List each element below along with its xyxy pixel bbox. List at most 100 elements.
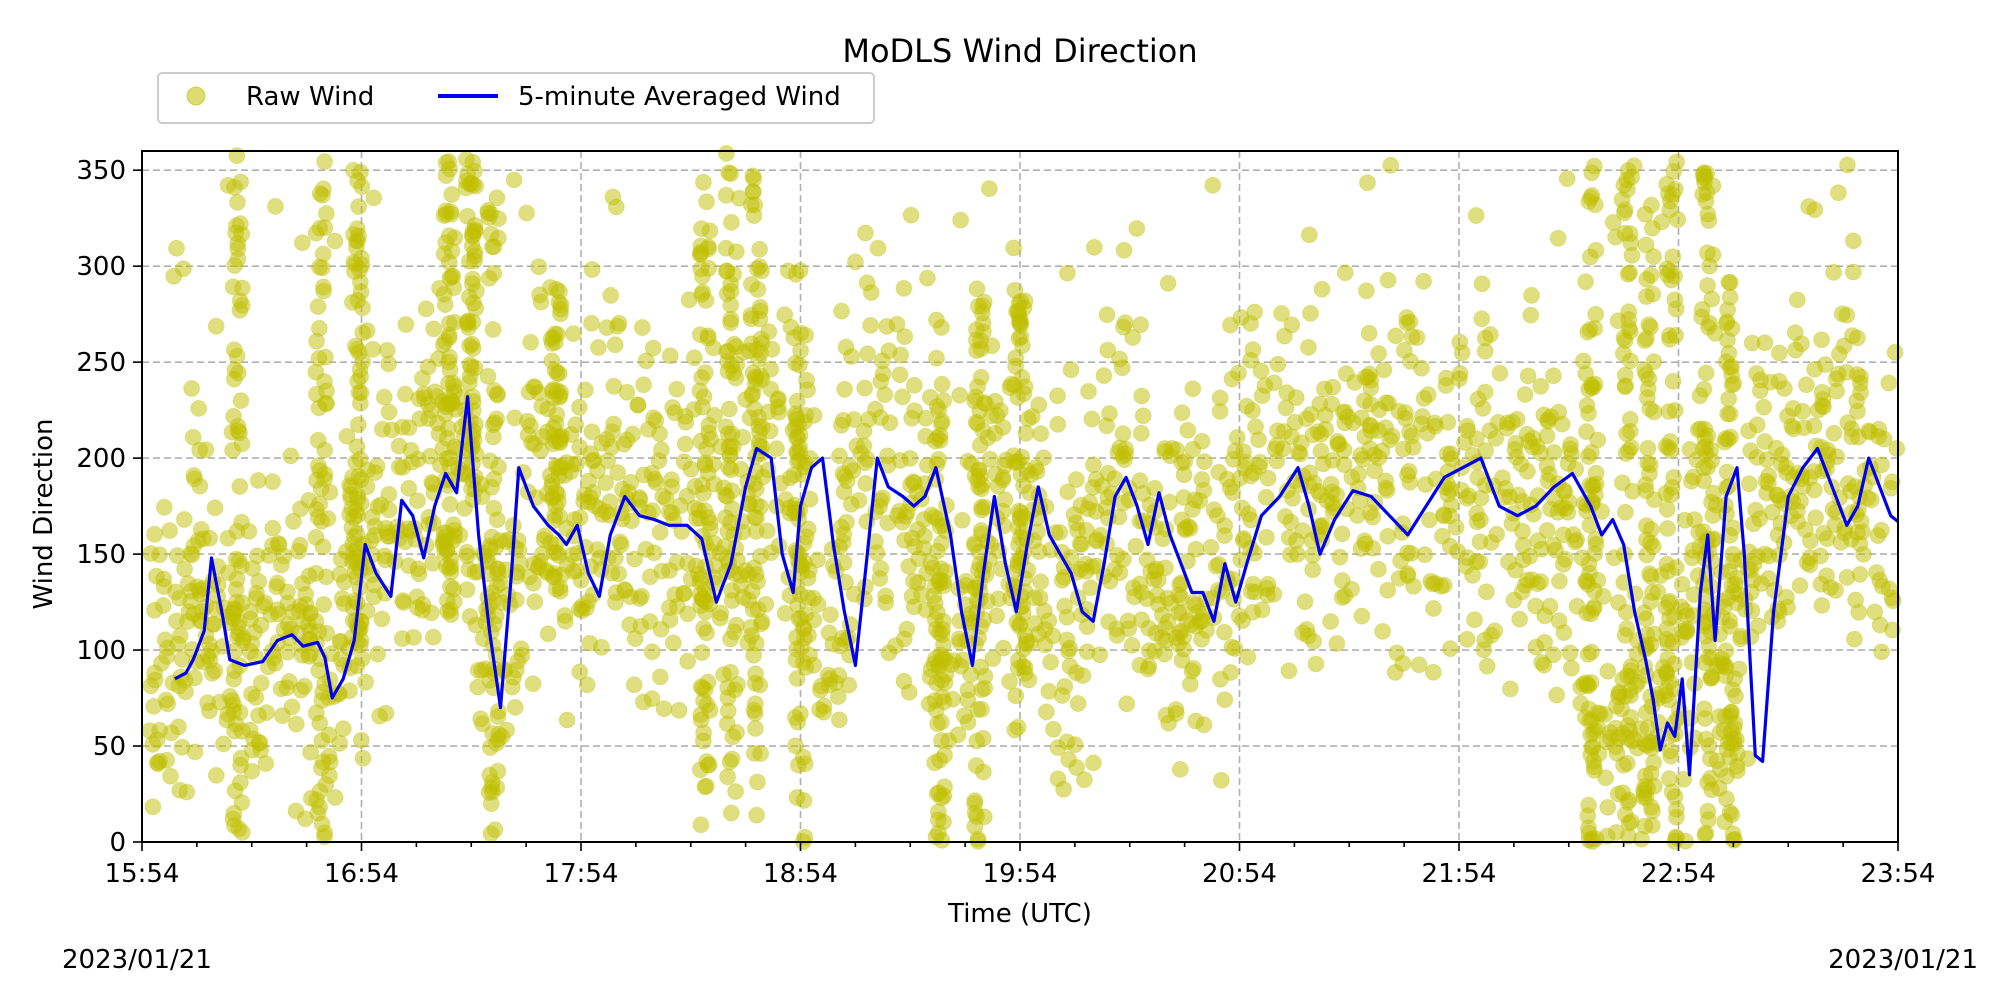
raw-wind-point [1232, 309, 1250, 326]
raw-wind-point [768, 440, 785, 458]
raw-wind-point [607, 549, 624, 567]
raw-wind-point [592, 638, 610, 656]
raw-wind-point [1677, 623, 1695, 641]
raw-wind-point [965, 534, 983, 552]
raw-wind-point [720, 459, 738, 476]
y-axis: 0 50 100 150 200 250 300 350 [76, 156, 142, 858]
raw-wind-point [1582, 643, 1600, 661]
raw-wind-point [1511, 610, 1529, 628]
raw-wind-point [573, 602, 591, 619]
raw-wind-point [1176, 453, 1194, 471]
raw-wind-point [1008, 613, 1026, 631]
raw-wind-point [1413, 359, 1430, 377]
raw-wind-point [747, 522, 765, 540]
raw-wind-point [524, 675, 542, 693]
raw-wind-point [485, 499, 503, 517]
raw-wind-point [819, 666, 837, 684]
raw-wind-point [369, 645, 387, 663]
raw-wind-point [258, 704, 276, 722]
raw-wind-point [1524, 429, 1542, 447]
raw-wind-point [1403, 328, 1421, 346]
raw-wind-point [1068, 759, 1086, 776]
raw-wind-point [663, 504, 681, 522]
raw-wind-point [1668, 808, 1685, 826]
raw-wind-point [1017, 424, 1035, 442]
raw-wind-point [458, 313, 476, 331]
raw-wind-point [1682, 472, 1700, 490]
raw-wind-point [1516, 386, 1534, 403]
raw-wind-point [1662, 747, 1680, 765]
raw-wind-point [1719, 405, 1737, 423]
raw-wind-point [1639, 439, 1657, 457]
raw-wind-point [1259, 469, 1277, 487]
raw-wind-point [917, 409, 935, 427]
raw-wind-point [1304, 561, 1322, 579]
raw-wind-point [437, 234, 455, 252]
raw-wind-point [1387, 327, 1405, 345]
raw-wind-point [338, 427, 356, 445]
raw-wind-point [966, 818, 984, 836]
raw-wind-point [1008, 453, 1026, 471]
raw-wind-point [1100, 613, 1118, 631]
raw-wind-point [932, 415, 950, 433]
raw-wind-point [1636, 767, 1654, 785]
y-tick-label: 50 [93, 732, 126, 762]
raw-wind-point [464, 340, 482, 357]
raw-wind-point [1675, 770, 1693, 788]
raw-wind-point [445, 516, 462, 534]
raw-wind-point [676, 435, 694, 453]
raw-wind-point [1299, 338, 1317, 356]
raw-wind-point [1083, 558, 1101, 575]
raw-wind-point [219, 529, 237, 547]
raw-wind-point [1621, 225, 1639, 243]
raw-wind-point [900, 557, 918, 575]
raw-wind-point [1829, 184, 1847, 202]
raw-wind-point [1642, 521, 1660, 538]
raw-wind-point [933, 375, 951, 393]
raw-wind-point [1801, 469, 1819, 487]
raw-wind-point [266, 197, 284, 215]
raw-wind-point [1333, 525, 1351, 543]
raw-wind-point [1357, 368, 1374, 386]
raw-wind-point [1872, 521, 1890, 539]
raw-wind-point [1215, 623, 1233, 641]
raw-wind-point [1398, 309, 1416, 326]
date-label-left: 2023/01/21 [62, 945, 212, 975]
raw-wind-point [551, 430, 569, 448]
raw-wind-point [550, 547, 568, 564]
raw-wind-point [1621, 422, 1639, 440]
raw-wind-point [1607, 228, 1625, 246]
raw-wind-point [797, 528, 815, 546]
y-tick-label: 350 [76, 156, 126, 186]
raw-wind-point [1706, 324, 1724, 342]
raw-wind-point [750, 408, 767, 426]
raw-wind-point [635, 376, 653, 394]
raw-wind-point [749, 281, 767, 298]
raw-wind-point [1657, 599, 1675, 616]
raw-wind-point [1699, 205, 1717, 223]
raw-wind-point [1722, 722, 1740, 740]
raw-wind-point [1226, 640, 1244, 657]
raw-wind-point [1788, 502, 1806, 520]
raw-wind-point [717, 145, 735, 162]
raw-wind-point [694, 484, 712, 502]
raw-wind-point [711, 609, 729, 627]
raw-wind-point [742, 310, 760, 328]
raw-wind-point [696, 456, 714, 474]
raw-wind-point [485, 470, 503, 488]
raw-wind-point [439, 419, 457, 437]
raw-wind-point [1160, 714, 1178, 732]
raw-wind-point [929, 511, 947, 528]
raw-wind-point [995, 639, 1012, 657]
raw-wind-point [1665, 468, 1683, 486]
raw-wind-point [850, 491, 868, 509]
raw-wind-point [252, 674, 270, 692]
raw-wind-point [1696, 168, 1714, 186]
raw-wind-point [1838, 568, 1856, 586]
raw-wind-point [1481, 326, 1499, 343]
raw-wind-point [692, 816, 710, 834]
raw-wind-point [1720, 390, 1738, 408]
raw-wind-point [158, 751, 176, 769]
raw-wind-point [692, 570, 710, 588]
raw-wind-point [413, 369, 431, 387]
